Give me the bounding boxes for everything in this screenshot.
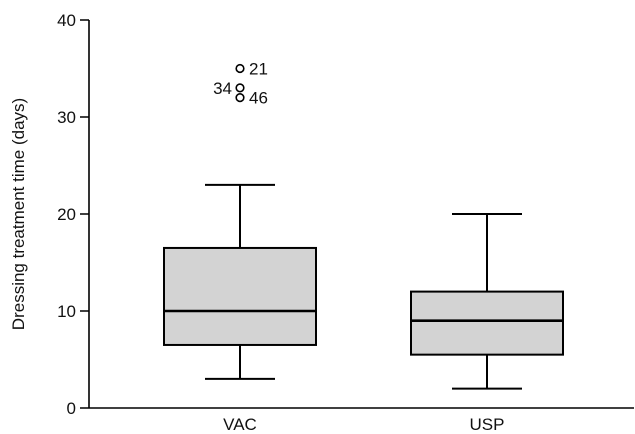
y-tick-label: 30 [57,108,76,127]
y-tick-label: 10 [57,302,76,321]
x-category-label: VAC [223,415,257,434]
y-tick-label: 20 [57,205,76,224]
y-axis-title: Dressing treatment time (days) [9,98,28,330]
boxes-layer: 21 34 46 [163,60,564,390]
box-iqr [163,246,317,346]
y-tick-label: 40 [57,11,76,30]
outlier-point [235,83,245,93]
outlier-point [235,92,245,103]
outlier-label: 46 [249,89,268,108]
box-group-usp [410,213,564,390]
outlier-point [235,63,245,74]
y-tick-label: 0 [67,399,76,418]
outlier-label: 34 [213,79,232,98]
category-labels-layer: VAC USP [223,415,504,434]
outlier-label: 21 [249,60,268,79]
box-iqr [410,290,564,356]
box-group-vac: 21 34 46 [163,60,317,380]
x-category-label: USP [470,415,505,434]
y-ticks-layer: 0 10 20 30 40 [57,11,89,418]
